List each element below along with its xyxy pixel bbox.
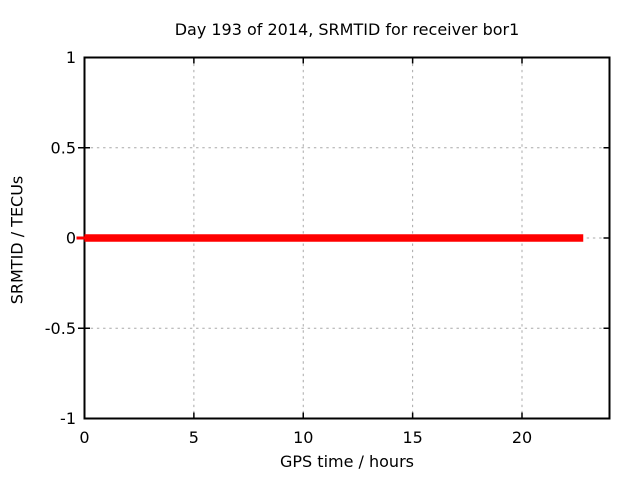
x-tick-label: 10 <box>293 428 313 447</box>
y-tick-label: -0.5 <box>45 319 76 338</box>
x-tick-label: 0 <box>79 428 89 447</box>
y-tick-label: 0 <box>66 229 76 248</box>
x-tick-label: 15 <box>402 428 422 447</box>
x-tick-label: 20 <box>512 428 532 447</box>
y-tick-label: 0.5 <box>51 138 76 157</box>
x-tick-label: 5 <box>189 428 199 447</box>
y-tick-label: 1 <box>66 48 76 67</box>
y-tick-label: -1 <box>60 409 76 428</box>
y-axis-label: SRMTID / TECUs <box>7 175 27 305</box>
x-axis-label: GPS time / hours <box>280 452 414 471</box>
chart-title: Day 193 of 2014, SRMTID for receiver bor… <box>174 20 520 39</box>
